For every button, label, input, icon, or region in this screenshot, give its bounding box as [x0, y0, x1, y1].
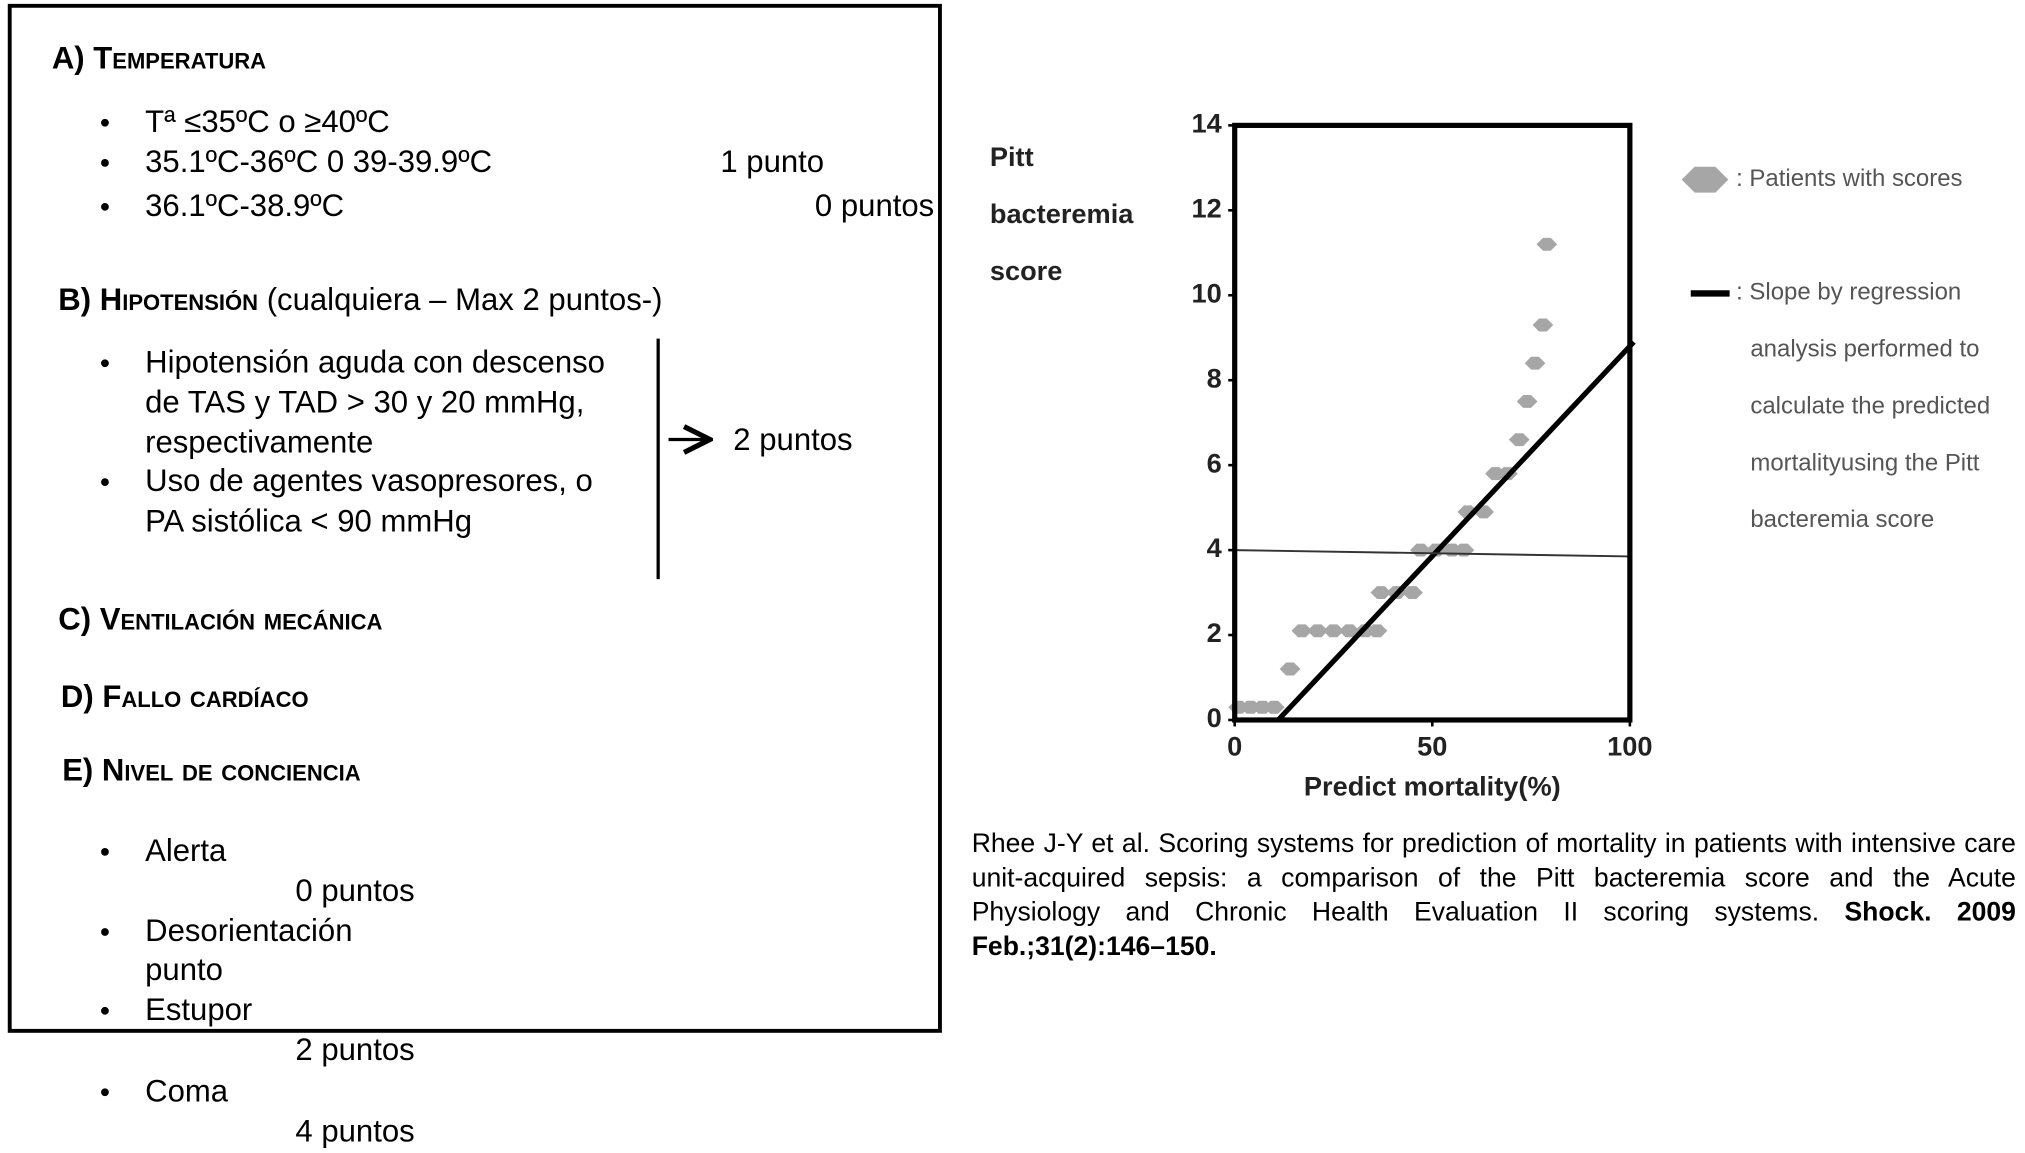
- section-title: D) Fallo cardíaco: [60, 679, 309, 715]
- point: [1338, 624, 1360, 638]
- section-title: A) Temperatura: [51, 41, 267, 77]
- criteria-box: [7, 3, 942, 1033]
- legend-swatch: [1681, 166, 1729, 193]
- section-title: E) Nivel de conciencia: [62, 753, 361, 789]
- y-tick-label: 4: [1207, 532, 1222, 563]
- y-tick-label: 12: [1191, 193, 1221, 224]
- y-tick-label: 14: [1191, 108, 1221, 139]
- point: [1291, 624, 1313, 638]
- item-text: Desorientación: [145, 913, 353, 949]
- point: [1307, 624, 1329, 638]
- line: [1234, 549, 1630, 558]
- citation-text: Rhee J-Y et al. Scoring systems for pred…: [971, 828, 2016, 928]
- item-text: Coma: [145, 1074, 229, 1110]
- legend-label: : Patients with scores: [1736, 165, 1962, 192]
- item-text: Uso de agentes vasopresores, o: [145, 464, 593, 499]
- point: [1402, 586, 1423, 600]
- item-points: 2 puntos: [295, 1032, 415, 1068]
- plot-frame: [1232, 122, 1633, 723]
- legend-label: mortalityusing the Pitt: [1750, 449, 1979, 476]
- item-points: 0 puntos: [295, 873, 415, 909]
- point: [1366, 624, 1388, 638]
- section-points: 2 puntos: [733, 422, 853, 458]
- y-tick-label: 10: [1191, 277, 1221, 308]
- bullet: [101, 1088, 109, 1097]
- item-text: de TAS y TAD > 30 y 20 mmHg,: [145, 385, 585, 421]
- point: [1524, 356, 1546, 370]
- x-axis-label: Predict mortality(%): [1304, 771, 1561, 802]
- point: [1323, 624, 1344, 638]
- y-axis-label: Pitt: [990, 141, 1034, 172]
- item-text: Tª ≤35ºC o ≥40ºC: [145, 104, 390, 140]
- bullet: [101, 118, 109, 127]
- point: [1536, 237, 1558, 251]
- point: [1370, 586, 1392, 600]
- item-text: PA sistólica < 90 mmHg: [145, 504, 473, 540]
- point: [1263, 700, 1285, 714]
- y-tick-label: 6: [1207, 447, 1222, 478]
- item-text: Hipotensión aguda con descenso: [145, 345, 605, 381]
- item-points: 1 punto: [720, 144, 825, 180]
- item-text: Estupor: [145, 992, 253, 1028]
- section-title: C) Ventilación mecánica: [58, 602, 383, 638]
- y-axis-label: bacteremia: [990, 198, 1134, 229]
- item-text: respectivamente: [145, 425, 374, 461]
- item-points: punto: [145, 952, 223, 988]
- bullet: [101, 847, 109, 856]
- bullet: [101, 158, 109, 167]
- point: [1532, 318, 1554, 332]
- citation: Rhee J-Y et al. Scoring systems for pred…: [972, 827, 2016, 965]
- y-axis-label: score: [990, 255, 1063, 286]
- section-note: (cualquiera – Max 2 puntos-): [266, 283, 663, 318]
- point: [1516, 394, 1538, 408]
- item-text: 36.1ºC-38.9ºC: [145, 188, 345, 224]
- x-tick-label: 100: [1607, 731, 1652, 762]
- x-tick-label: 50: [1417, 731, 1447, 762]
- legend-label: : Slope by regression: [1736, 279, 1961, 306]
- item-points: 4 puntos: [295, 1114, 415, 1150]
- y-tick-label: 2: [1207, 617, 1222, 648]
- item-text: 35.1ºC-36ºC 0 39-39.9ºC: [145, 144, 493, 180]
- bullet: [101, 478, 109, 487]
- point: [1508, 433, 1530, 447]
- item-points: 0 puntos: [814, 188, 935, 224]
- legend-label: analysis performed to: [1750, 336, 1979, 363]
- item-text: Alerta: [145, 833, 227, 869]
- bullet: [101, 928, 109, 936]
- legend-label: calculate the predicted: [1750, 393, 1990, 420]
- line: [1276, 340, 1636, 722]
- x-tick-label: 0: [1227, 731, 1242, 762]
- citation-source: Shock. 2009 Feb.;31(2):146–150.: [971, 897, 2016, 962]
- y-tick-label: 0: [1207, 702, 1222, 733]
- legend-label: bacteremia score: [1750, 506, 1934, 533]
- y-tick-label: 8: [1207, 362, 1222, 393]
- bullet: [101, 1006, 109, 1015]
- bullet: [101, 202, 109, 211]
- title-text: B) Hipotensión: [58, 283, 259, 318]
- point: [1279, 662, 1301, 676]
- bullet: [101, 359, 109, 368]
- section-title: B) Hipotensión (cualquiera – Max 2 punto…: [58, 283, 663, 318]
